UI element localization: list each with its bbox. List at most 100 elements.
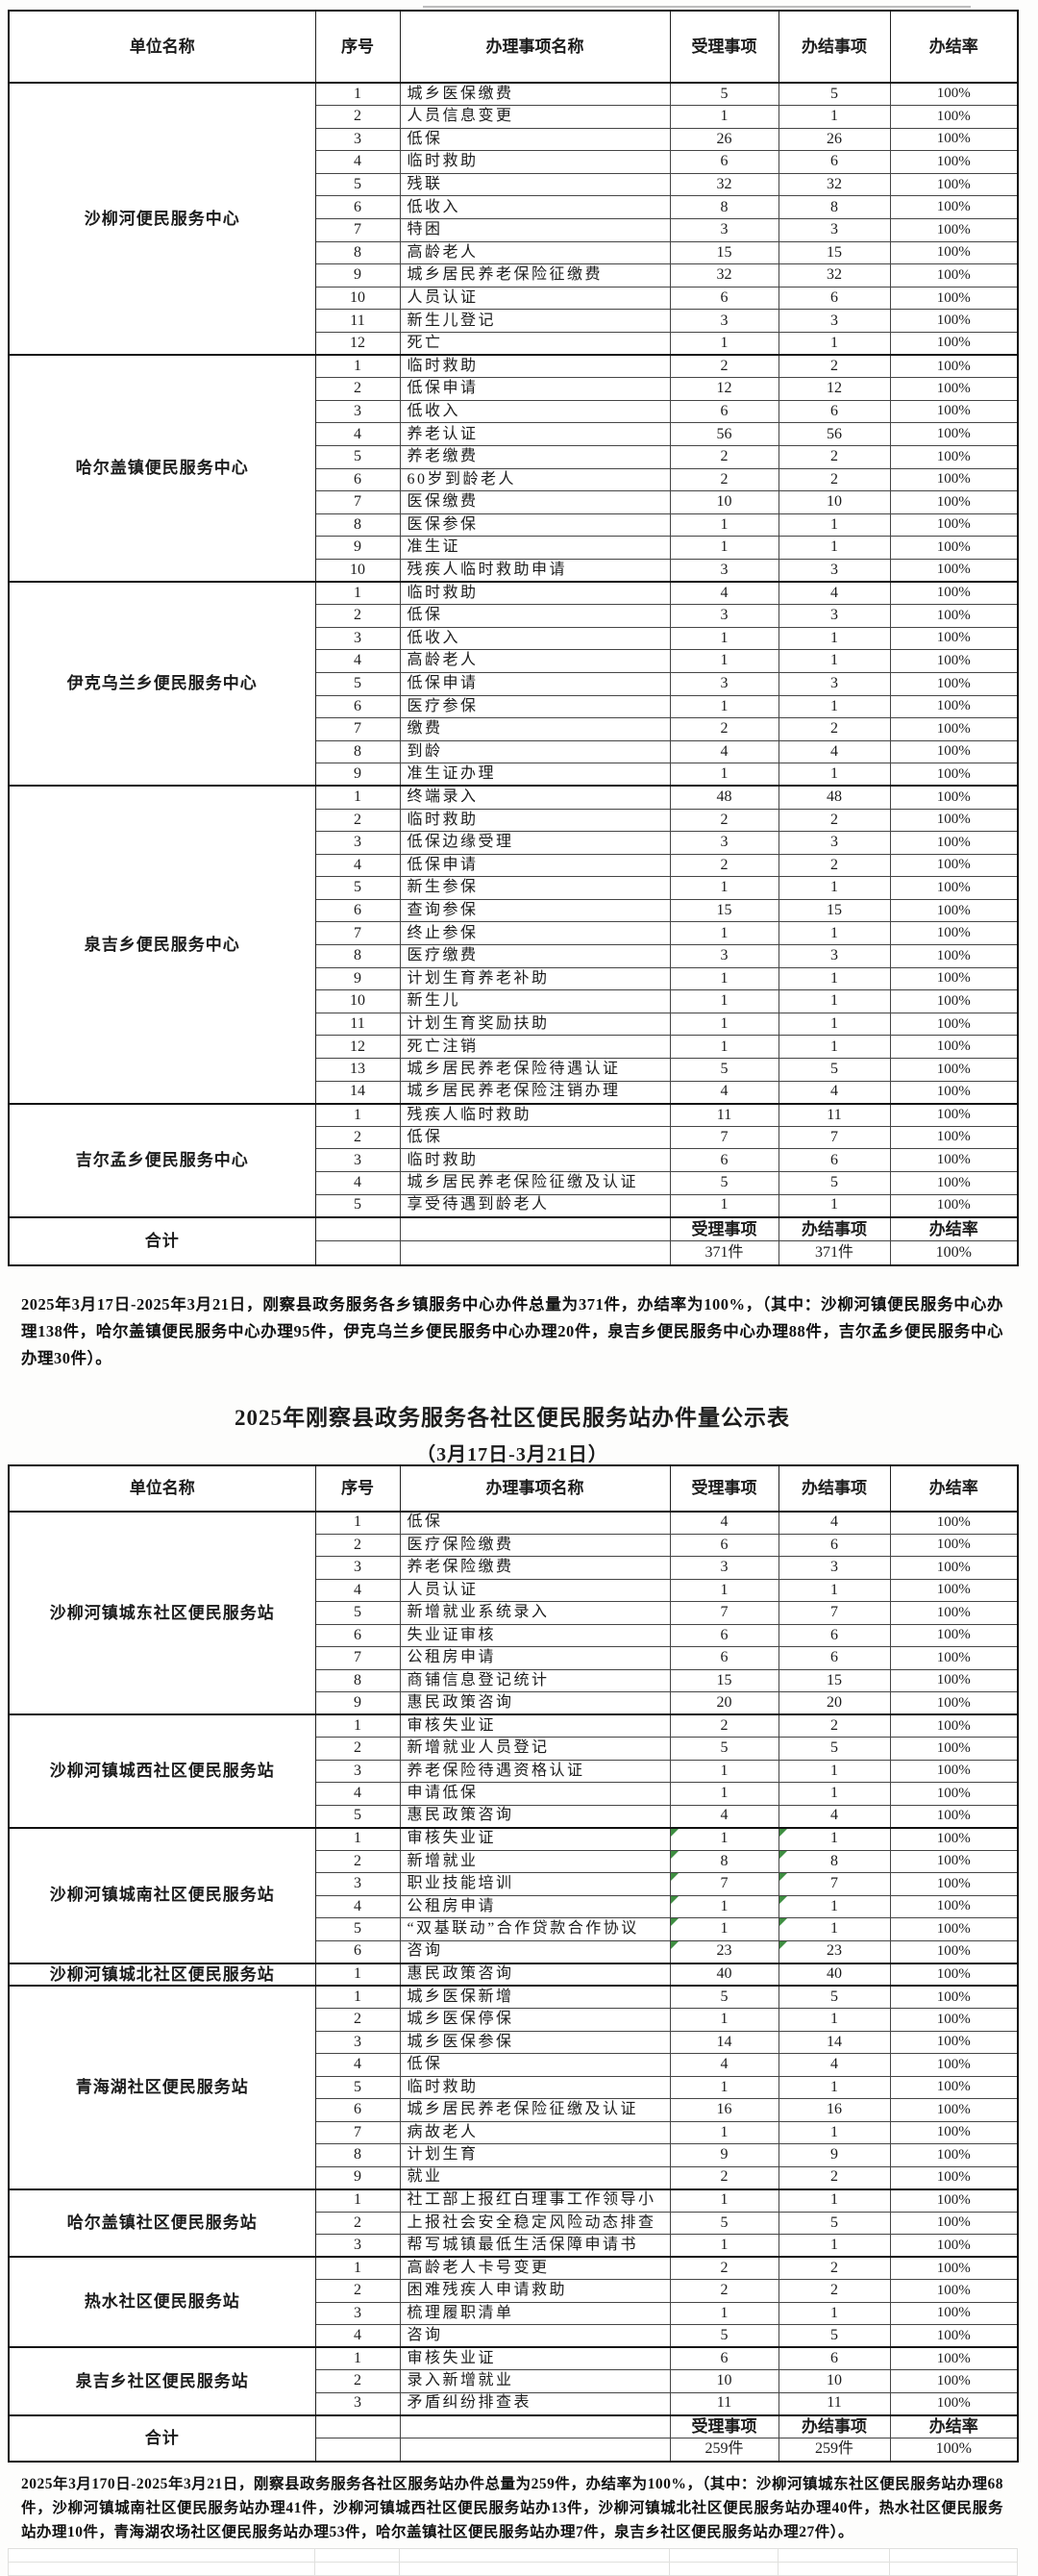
completion-rate-cell: 100% (889, 604, 1019, 628)
seq-cell: 5 (314, 1804, 401, 1829)
completed-count-cell: 4 (778, 1804, 891, 1829)
total-sub-header-cell: 办结率 (889, 2413, 1019, 2439)
unit-name-cell: 热水社区便民服务站 (8, 2256, 316, 2348)
unit-name-cell: 泉吉乡便民服务中心 (8, 785, 316, 1105)
accepted-count-cell: 1 (669, 1578, 779, 1603)
completion-rate-cell: 100% (889, 150, 1019, 174)
completed-count-cell: 32 (778, 263, 891, 288)
table-row: 沙柳河镇城西社区便民服务站 1 审核失业证 2 2 100% (8, 1713, 1019, 1829)
seq-cell: 1 (314, 2256, 401, 2281)
table-row: 9 准生证 1 1 100% (9, 536, 1019, 560)
table-row: 9 准生证办理 1 1 100% (9, 763, 1019, 787)
completion-rate-cell: 100% (889, 2369, 1019, 2393)
item-name-cell: 残疾人临时救助 (399, 1102, 671, 1127)
accepted-count-cell: 15 (669, 1668, 779, 1693)
completion-rate-cell: 100% (889, 445, 1019, 469)
item-name-cell: 低保 (399, 2053, 671, 2077)
item-name-cell: 矛盾纠纷排查表 (399, 2391, 671, 2416)
unit-name-cell: 沙柳河镇城南社区便民服务站 (8, 1826, 316, 1964)
completed-count-cell: 1 (778, 649, 891, 673)
item-name-cell: 新生参保 (399, 876, 671, 900)
empty-cell (314, 2561, 400, 2576)
seq-cell: 4 (314, 1894, 401, 1919)
seq-cell: 3 (314, 399, 401, 424)
seq-cell: 2 (314, 1125, 401, 1150)
seq-cell: 8 (314, 1668, 401, 1693)
table-row: 3 低保 26 26 100% (9, 127, 1019, 152)
completion-rate-cell: 100% (889, 1148, 1019, 1172)
item-name-cell: 养老保险缴费 (399, 1556, 671, 1580)
table-row: 5 残联 32 32 100% (9, 172, 1019, 197)
accepted-count-cell: 7 (669, 1125, 779, 1150)
accepted-count-cell: 3 (669, 671, 779, 696)
seq-cell: 3 (314, 2030, 401, 2055)
table-row: 2 城乡医保停保 1 1 100% (9, 2008, 1019, 2032)
completion-rate-cell: 100% (889, 921, 1019, 946)
item-name-cell: 人员认证 (399, 1578, 671, 1603)
accepted-count-cell: 2 (669, 1713, 779, 1738)
item-name-cell: 录入新增就业 (399, 2369, 671, 2393)
table-row: 7 特困 3 3 100% (9, 218, 1019, 242)
accepted-count-cell: 23 (669, 1939, 779, 1964)
item-name-cell: 低收入 (399, 399, 671, 424)
completed-count-cell: 2 (778, 467, 891, 492)
item-name-cell: 低保申请 (399, 853, 671, 878)
item-name-cell: 准生证办理 (399, 763, 671, 787)
completed-count-cell: 5 (778, 1737, 891, 1761)
accepted-count-cell: 4 (669, 2053, 779, 2077)
accepted-count-cell: 5 (669, 2211, 779, 2236)
accepted-count-cell: 1 (669, 649, 779, 673)
accepted-count-cell: 3 (669, 831, 779, 855)
seq-cell: 3 (314, 1759, 401, 1784)
completed-count-cell: 3 (778, 604, 891, 628)
completion-rate-cell: 100% (889, 1962, 1019, 1987)
header-row: 单位名称 序号 办理事项名称 受理事项 办结事项 办结率 (8, 10, 1019, 84)
seq-cell: 1 (314, 2188, 401, 2213)
completion-rate-cell: 100% (889, 1939, 1019, 1964)
accepted-count-cell: 2 (669, 808, 779, 833)
accepted-count-cell: 14 (669, 2030, 779, 2055)
completion-rate-cell: 100% (889, 1872, 1019, 1896)
seq-cell: 4 (314, 1171, 401, 1195)
total-values-row: 371件 371件 100% (9, 1240, 1019, 1266)
seq-cell: 1 (314, 1962, 401, 1987)
col-header-item-name: 办理事项名称 (399, 1464, 671, 1513)
accepted-count-cell: 6 (669, 286, 779, 311)
accepted-count-cell: 15 (669, 240, 779, 265)
completion-rate-cell: 100% (889, 1691, 1019, 1715)
seq-cell: 2 (314, 377, 401, 401)
completed-count-cell: 6 (778, 1623, 891, 1648)
completed-count-cell: 7 (778, 1125, 891, 1150)
seq-cell: 8 (314, 240, 401, 265)
accepted-count-cell: 6 (669, 399, 779, 424)
accepted-count-cell: 8 (669, 195, 779, 220)
accepted-count-cell: 3 (669, 309, 779, 334)
table-row: 6 医疗参保 1 1 100% (9, 694, 1019, 719)
seq-cell: 5 (314, 172, 401, 197)
seq-cell: 6 (314, 1623, 401, 1648)
completion-rate-cell: 100% (889, 263, 1019, 288)
completed-count-cell: 6 (778, 1148, 891, 1172)
item-name-cell: 准生证 (399, 536, 671, 560)
accepted-count-cell: 4 (669, 1080, 779, 1105)
completed-count-cell: 1 (778, 2234, 891, 2258)
accepted-count-cell: 1 (669, 1782, 779, 1806)
accepted-count-cell: 1 (669, 2234, 779, 2258)
accepted-count-cell: 6 (669, 1623, 779, 1648)
table-row: 青海湖社区便民服务站 1 城乡医保新增 5 5 100% (8, 1985, 1019, 2190)
table-row: 沙柳河镇城东社区便民服务站 1 低保 4 4 100% (8, 1510, 1019, 1715)
station-table-title: 2025年刚察县政务服务各社区便民服务站办件量公示表 (235, 1405, 790, 1430)
seq-cell: 7 (314, 218, 401, 242)
header-row: 单位名称 序号 办理事项名称 受理事项 办结事项 办结率 (8, 1464, 1019, 1513)
accepted-count-cell: 2 (669, 717, 779, 741)
item-name-cell: 高龄老人卡号变更 (399, 2256, 671, 2281)
table-row: 4 养老认证 56 56 100% (9, 422, 1019, 446)
item-name-cell: 城乡居民养老保险征缴及认证 (399, 2098, 671, 2122)
accepted-count-cell: 10 (669, 2369, 779, 2393)
table-row: 8 商铺信息登记统计 15 15 100% (9, 1668, 1019, 1693)
item-name-cell: 城乡医保停保 (399, 2008, 671, 2032)
seq-cell: 9 (314, 263, 401, 288)
seq-cell: 2 (314, 2211, 401, 2236)
seq-cell: 11 (314, 1012, 401, 1037)
seq-cell: 11 (314, 309, 401, 334)
